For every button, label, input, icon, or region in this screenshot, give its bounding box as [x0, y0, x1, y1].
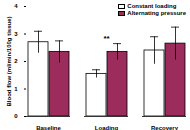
svg-text:1: 1 — [14, 86, 18, 92]
svg-text:4: 4 — [14, 3, 18, 9]
svg-text:2: 2 — [14, 58, 18, 64]
svg-text:0: 0 — [14, 113, 18, 119]
svg-text:Recovery: Recovery — [151, 125, 179, 130]
html-text:Constant loading: Constant loading — [127, 3, 177, 9]
svg-text:**: ** — [103, 34, 110, 43]
svg-text:Blood flow (ml/min/100g tissue: Blood flow (ml/min/100g tissue) — [6, 16, 12, 106]
svg-text:Loading: Loading — [95, 125, 119, 130]
html-text:Alternating pressure: Alternating pressure — [127, 10, 186, 16]
svg-text:3: 3 — [14, 31, 18, 37]
svg-text:Baseline: Baseline — [36, 125, 61, 130]
